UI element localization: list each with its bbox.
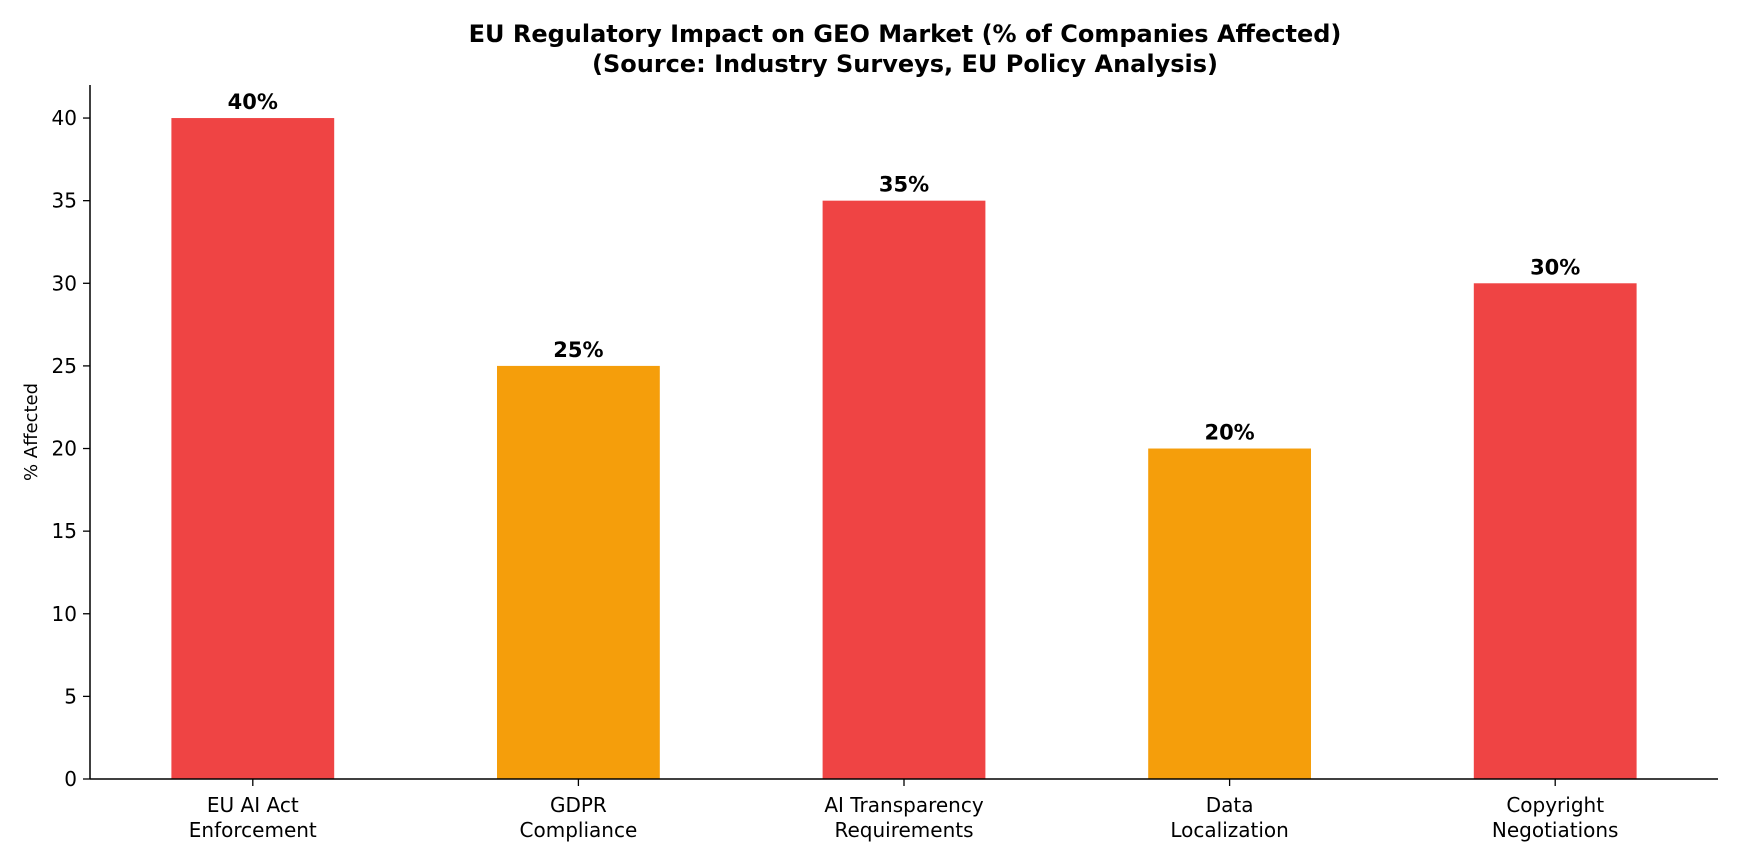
y-tick-label: 40 — [52, 106, 77, 130]
bar — [171, 118, 335, 780]
bar-value-label: 40% — [228, 90, 278, 114]
y-tick-label: 15 — [52, 519, 77, 543]
bar — [497, 365, 660, 779]
y-tick-label: 5 — [64, 684, 77, 708]
bar — [822, 200, 986, 779]
bar — [1473, 283, 1637, 779]
y-axis-label: % Affected — [21, 383, 42, 481]
y-tick-label: 20 — [52, 437, 77, 461]
bar-value-label: 35% — [879, 173, 929, 197]
bar-value-label: 30% — [1530, 255, 1580, 279]
y-tick-label: 0 — [64, 767, 77, 791]
x-axis: EU AI Act Enforcement GDPR Compliance AI Tra… — [90, 778, 1718, 842]
x-tick-label: GDPR Compliance — [520, 793, 638, 842]
x-tick-label: Data Localization — [1170, 793, 1288, 842]
y-tick-label: 10 — [52, 602, 77, 626]
bar-value-label: 25% — [553, 338, 603, 362]
y-tick-label: 35 — [52, 189, 77, 213]
bars-layer: 40% 25% 35% 20% 30% — [171, 90, 1637, 780]
y-tick-label: 30 — [52, 271, 77, 295]
x-tick-label: Copyright Negotiations — [1492, 793, 1619, 842]
y-tick-label: 25 — [52, 354, 77, 378]
bar-value-label: 20% — [1204, 421, 1254, 445]
x-tick-label: AI Transparency Requirements — [824, 793, 984, 842]
chart-title: EU Regulatory Impact on GEO Market (% of… — [469, 20, 1342, 48]
chart-subtitle: (Source: Industry Surveys, EU Policy Ana… — [592, 50, 1218, 78]
y-axis: 0 5 10 15 20 25 30 35 40 — [52, 85, 91, 791]
x-tick-label: EU AI Act Enforcement — [189, 793, 317, 842]
bar — [1148, 448, 1311, 779]
